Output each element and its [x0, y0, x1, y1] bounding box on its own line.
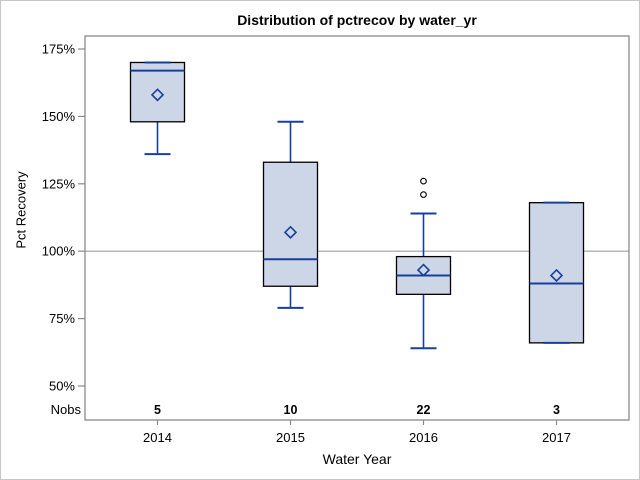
mean-diamond [416, 263, 431, 277]
boxplot-2014 [129, 61, 186, 156]
mean-diamond [283, 225, 298, 239]
y-axis-title: Pct Recovery [13, 171, 29, 249]
category-label: 2015 [276, 430, 305, 445]
outlier-point [420, 177, 427, 185]
nobs-row-label: Nobs [50, 402, 81, 417]
box-rect [129, 61, 186, 123]
y-tick-label: 75% [49, 311, 75, 326]
y-tick-label: 100% [42, 244, 76, 259]
boxplot-2017 [528, 201, 585, 344]
mean-diamond [549, 268, 564, 283]
chart-title: Distribution of pctrecov by water_yr [237, 12, 477, 28]
plot-frame [84, 35, 630, 421]
boxplot-2016 [395, 177, 452, 350]
y-tick-label: 150% [42, 109, 76, 124]
box-rect [528, 202, 585, 344]
category-label: 2016 [409, 430, 438, 445]
x-axis-title: Water Year [322, 451, 392, 467]
y-tick-label: 125% [42, 176, 76, 191]
nobs-value: 3 [553, 403, 560, 417]
nobs-value: 10 [284, 403, 298, 417]
boxplot-2015 [262, 120, 319, 309]
category-label: 2017 [542, 430, 571, 445]
y-tick-label: 50% [49, 379, 75, 394]
nobs-value: 22 [417, 403, 431, 417]
mean-diamond [150, 88, 165, 102]
nobs-value: 5 [154, 403, 161, 417]
y-tick-label: 175% [42, 42, 76, 57]
box-rect [262, 161, 319, 287]
outlier-point [420, 191, 427, 198]
category-label: 2014 [143, 430, 172, 445]
